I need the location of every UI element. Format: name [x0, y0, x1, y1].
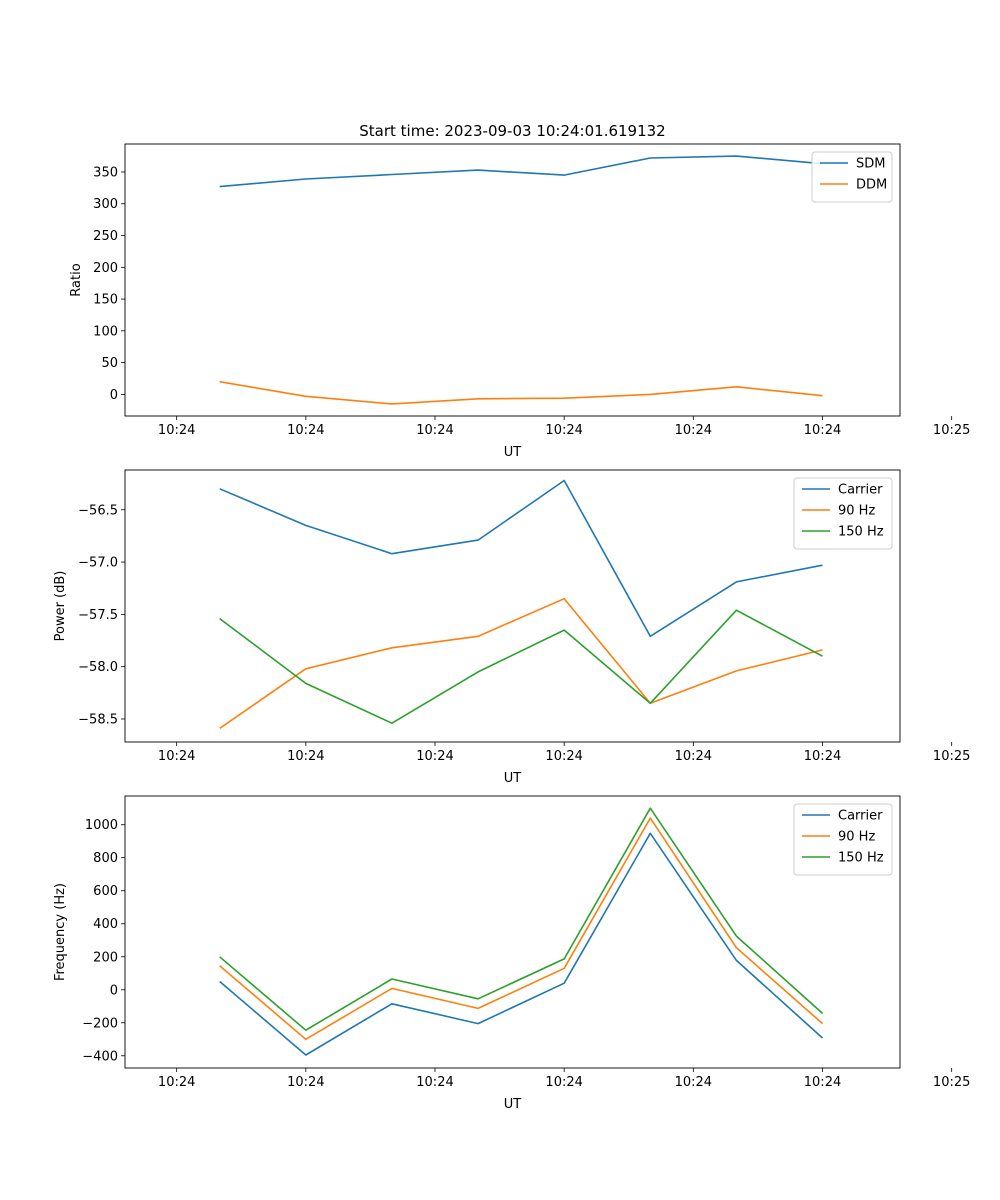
legend: SDM DDM: [811, 151, 893, 203]
y-tick-label: −200: [82, 1016, 118, 1031]
axes-frame: [124, 795, 901, 1069]
y-tick-label: 50: [101, 356, 118, 371]
y-tick-label: 400: [93, 917, 118, 932]
x-tick-label: 10:24: [158, 423, 195, 438]
legend: Carrier 90 Hz 150 Hz: [793, 803, 893, 876]
legend-label: Carrier: [838, 809, 883, 824]
series-line-carrier: [219, 479, 823, 638]
x-axis-label: UT: [504, 445, 522, 460]
x-tick-label: 10:24: [158, 749, 195, 764]
legend-label: Carrier: [838, 483, 883, 498]
x-tick-label: 10:24: [545, 1075, 582, 1090]
y-tick-label: 100: [93, 324, 118, 339]
figure-title: Start time: 2023-09-03 10:24:01.619132: [359, 122, 665, 140]
x-tick-label: 10:24: [416, 1075, 453, 1090]
x-tick-label: 10:25: [933, 1075, 970, 1090]
y-tick-label: −57.0: [78, 556, 118, 571]
y-tick-label: 0: [110, 388, 118, 403]
legend-label: 150 Hz: [838, 525, 884, 540]
y-tick-label: 1000: [85, 818, 118, 833]
chart-panel-3: 10:24 10:24 10:24 10:24 10:24 10:24 10:25 −400 −…: [53, 795, 970, 1112]
series-line-carrier: [219, 832, 824, 1056]
legend-label: SDM: [856, 157, 885, 172]
x-tick-label: 10:24: [804, 423, 841, 438]
series-line-ddm: [219, 380, 823, 405]
x-tick-label: 10:24: [675, 423, 712, 438]
x-tick-label: 10:24: [675, 749, 712, 764]
y-axis-label: Ratio: [69, 263, 84, 296]
y-tick-label: 300: [93, 197, 118, 212]
axes-frame: [124, 143, 901, 417]
y-tick-label: 250: [93, 229, 118, 244]
x-tick-label: 10:24: [287, 423, 324, 438]
x-tick-label: 10:25: [933, 749, 970, 764]
chart-panel-2: 10:24 10:24 10:24 10:24 10:24 10:24 10:25 −56.5…: [53, 469, 970, 786]
x-tick-label: 10:24: [545, 749, 582, 764]
y-tick-label: 0: [110, 983, 118, 998]
y-tick-label: 800: [93, 851, 118, 866]
series-line-150-hz: [219, 609, 823, 725]
x-axis-label: UT: [504, 771, 522, 786]
series-line-90-hz: [219, 597, 823, 730]
y-tick-label: 600: [93, 884, 118, 899]
y-tick-label: −57.5: [78, 608, 118, 623]
y-tick-label: −400: [82, 1049, 118, 1064]
y-tick-label: −58.0: [78, 660, 118, 675]
x-tick-label: 10:24: [287, 1075, 324, 1090]
y-tick-label: 200: [93, 261, 118, 276]
axes-frame: [124, 469, 901, 743]
x-tick-label: 10:24: [675, 1075, 712, 1090]
legend-box: [811, 151, 893, 203]
y-axis-label: Power (dB): [53, 571, 68, 642]
y-tick-label: 350: [93, 165, 118, 180]
y-tick-label: 200: [93, 950, 118, 965]
x-tick-label: 10:24: [804, 1075, 841, 1090]
legend: Carrier 90 Hz 150 Hz: [793, 477, 893, 550]
series-line-150-hz: [219, 807, 824, 1031]
y-tick-label: −58.5: [78, 712, 118, 727]
x-tick-label: 10:24: [158, 1075, 195, 1090]
x-tick-label: 10:24: [287, 749, 324, 764]
y-axis-label: Frequency (Hz): [53, 883, 68, 981]
legend-label: 150 Hz: [838, 851, 884, 866]
x-tick-label: 10:24: [545, 423, 582, 438]
y-tick-label: 150: [93, 293, 118, 308]
series-line-90-hz: [219, 817, 824, 1041]
chart-panel-1: 10:24 10:24 10:24 10:24 10:24 10:24 10:25 0 50 10…: [69, 143, 970, 460]
legend-label: 90 Hz: [838, 504, 875, 519]
x-tick-label: 10:25: [933, 423, 970, 438]
legend-label: 90 Hz: [838, 830, 875, 845]
series-line-sdm: [219, 155, 823, 188]
y-tick-label: −56.5: [78, 503, 118, 518]
x-tick-label: 10:24: [416, 423, 453, 438]
x-axis-label: UT: [504, 1097, 522, 1112]
x-tick-label: 10:24: [416, 749, 453, 764]
legend-label: DDM: [856, 178, 887, 193]
x-tick-label: 10:24: [804, 749, 841, 764]
